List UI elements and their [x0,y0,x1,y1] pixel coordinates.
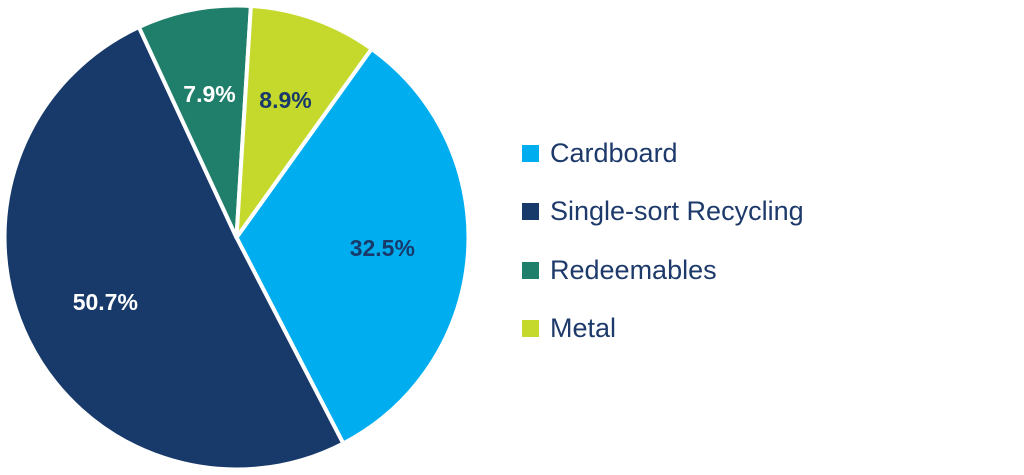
legend-swatch-cardboard [522,144,539,162]
legend-item-cardboard: Cardboard [522,124,804,183]
legend-item-single-sort-recycling: Single-sort Recycling [522,183,804,242]
data-label-metal: 8.9% [259,87,311,113]
legend-label-redeemables: Redeemables [550,254,717,285]
legend-swatch-redeemables [522,261,539,279]
data-label-redeemables: 7.9% [183,81,235,107]
pie-slice-cardboard [234,46,471,446]
legend-label-metal: Metal [550,313,617,344]
legend-swatch-single-sort-recycling [522,203,539,221]
pie-slice-metal [234,3,374,240]
pie-slice-redeemables [136,3,253,240]
legend-item-metal: Metal [522,300,804,359]
legend-swatch-metal [522,320,539,338]
legend-item-redeemables: Redeemables [522,241,804,300]
pie-data-labels: 32.5% 50.7% 7.9% 8.9% [73,81,415,315]
data-label-single-sort-recycling: 50.7% [73,289,138,315]
legend: Cardboard Single-sort Recycling Redeemab… [522,124,804,358]
legend-label-cardboard: Cardboard [550,137,678,168]
pie-slices [2,3,471,472]
data-label-cardboard: 32.5% [350,235,415,261]
pie-slice-single-sort-recycling [2,25,346,472]
legend-label-single-sort-recycling: Single-sort Recycling [550,196,804,227]
